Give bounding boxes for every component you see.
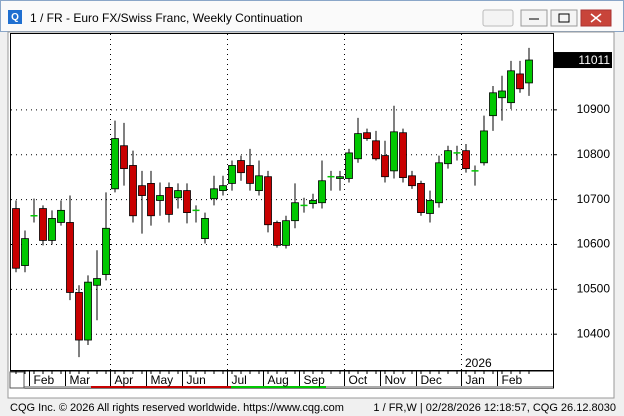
- candle-body: [111, 138, 119, 190]
- candle-body: [183, 190, 191, 213]
- window-title: 1 / FR - Euro FX/Swiss Franc, Weekly Con…: [30, 11, 303, 25]
- plot-area: [10, 33, 554, 371]
- maximize-button[interactable]: [550, 9, 578, 27]
- candle-body: [273, 222, 281, 246]
- candle-body: [12, 208, 20, 269]
- candle-body: [165, 187, 173, 215]
- x-tick-label: Mar: [70, 373, 91, 387]
- candle-body: [309, 200, 317, 205]
- x-tick-label: Jul: [232, 373, 247, 387]
- candle-body: [120, 145, 128, 170]
- maximize-glyph: [558, 13, 570, 23]
- candle-body: [489, 92, 497, 117]
- y-tick-label: 10900: [577, 102, 611, 116]
- candle-body: [336, 176, 344, 179]
- candle-body: [237, 160, 245, 174]
- y-tick-label: 10800: [577, 147, 611, 161]
- candle-body: [255, 175, 263, 192]
- candle-body: [219, 185, 227, 192]
- candle-body: [417, 183, 425, 213]
- y-tick-label: 10600: [577, 237, 611, 251]
- candle-body: [75, 292, 83, 341]
- candle-body: [498, 90, 506, 99]
- title-bar: [0, 0, 624, 32]
- candle-body: [156, 195, 164, 201]
- candle-body: [201, 218, 209, 240]
- x-tick-label: May: [151, 373, 174, 387]
- x-tick-label: Feb: [502, 373, 523, 387]
- x-tick-label: Oct: [349, 373, 368, 387]
- x-tick-label: Jun: [187, 373, 206, 387]
- candle-body: [399, 132, 407, 178]
- minimize-button[interactable]: [520, 9, 548, 27]
- candle-body: [48, 218, 56, 241]
- contract-band: [326, 386, 553, 388]
- candle-body: [381, 155, 389, 178]
- x-tick-label: Feb: [34, 373, 55, 387]
- candle-body: [480, 130, 488, 164]
- candle-body: [210, 188, 218, 200]
- candle-body: [264, 176, 272, 226]
- year-annotation: 2026: [465, 356, 492, 370]
- candle-body: [345, 152, 353, 179]
- candle-body: [84, 281, 92, 341]
- candle-body: [426, 200, 434, 214]
- corner-button[interactable]: [9, 371, 25, 389]
- candle-body: [291, 202, 299, 222]
- contract-band: [91, 386, 231, 388]
- candle-body: [363, 132, 371, 139]
- candle-body: [372, 140, 380, 160]
- candle-body: [147, 183, 155, 217]
- candle-body: [525, 59, 533, 84]
- candle-body: [39, 208, 47, 241]
- candle-body: [102, 227, 110, 275]
- footer-copyright: CQG Inc. © 2026 All rights reserved worl…: [10, 402, 344, 414]
- candle-body: [354, 133, 362, 160]
- candle-body: [129, 165, 137, 217]
- candle-body: [138, 185, 146, 196]
- y-tick-label: 10700: [577, 192, 611, 206]
- app-icon-glyph: Q: [11, 12, 19, 23]
- candle-body: [66, 222, 74, 293]
- contract-band: [11, 386, 91, 388]
- candle-body: [390, 131, 398, 172]
- x-tick-label: Aug: [268, 373, 289, 387]
- candle-body: [228, 165, 236, 184]
- candle-body: [516, 73, 524, 90]
- candle-body: [408, 175, 416, 187]
- footer-status: 1 / FR,W | 02/28/2026 12:18:57, CQG 26.1…: [373, 402, 616, 414]
- x-tick-label: Apr: [115, 373, 134, 387]
- last-price-label: 11011: [578, 53, 610, 67]
- candle-body: [93, 278, 101, 286]
- app-icon[interactable]: [8, 10, 22, 24]
- candle-body: [21, 238, 29, 266]
- candle-body: [462, 150, 470, 170]
- x-tick-label: Sep: [304, 373, 326, 387]
- link-button[interactable]: [482, 9, 514, 27]
- y-tick-label: 10500: [577, 282, 611, 296]
- close-glyph: [590, 13, 602, 23]
- candle-body: [282, 220, 290, 246]
- candle-body: [507, 70, 515, 104]
- candle-body: [57, 209, 65, 223]
- contract-band: [231, 386, 326, 388]
- candle-body: [318, 180, 326, 204]
- candle-body: [246, 165, 254, 184]
- x-tick-label: Dec: [421, 373, 442, 387]
- candle-body: [174, 190, 182, 199]
- candle-body: [444, 150, 452, 165]
- y-tick-label: 10400: [577, 326, 611, 340]
- candle-body: [435, 162, 443, 204]
- last-price-box: [554, 52, 612, 69]
- x-tick-label: Jan: [466, 373, 485, 387]
- x-tick-label: Nov: [385, 373, 406, 387]
